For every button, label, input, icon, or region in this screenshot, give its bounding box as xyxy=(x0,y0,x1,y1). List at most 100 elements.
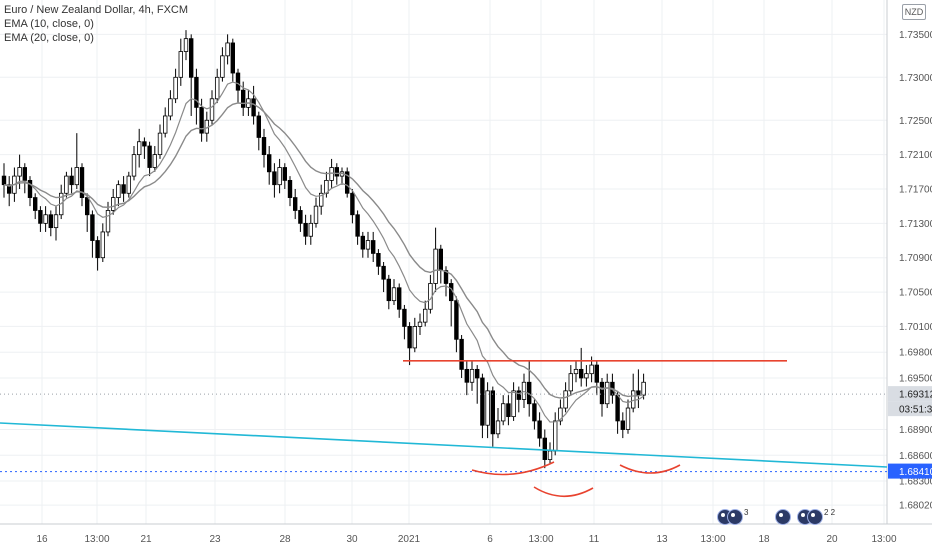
legend-symbol-title[interactable]: Euro / New Zealand Dollar, 4h, FXCM xyxy=(4,4,189,16)
candle-body xyxy=(240,89,246,108)
candle-body xyxy=(178,51,183,78)
candle-body xyxy=(105,210,111,233)
candle-body xyxy=(381,265,386,280)
legend-ema-10[interactable]: EMA (10, close, 0) xyxy=(4,18,94,30)
candle-body xyxy=(422,308,428,323)
candle-body xyxy=(173,76,178,100)
candle-body xyxy=(298,210,303,224)
candle-body xyxy=(188,38,194,78)
candle-body xyxy=(85,197,90,216)
y-tick-label: 1.68900 xyxy=(899,425,932,436)
candle-body xyxy=(344,171,350,194)
y-tick-label: 1.70900 xyxy=(899,253,932,264)
candle-body xyxy=(168,98,173,117)
candle-body xyxy=(495,420,501,435)
x-tick-label: 21 xyxy=(140,534,152,545)
candle-body xyxy=(386,278,391,302)
candle-body xyxy=(22,167,27,181)
candle-body xyxy=(329,167,334,181)
y-tick-label: 1.73500 xyxy=(899,30,932,41)
candle-body xyxy=(209,98,215,121)
candle-body xyxy=(553,420,558,452)
candle-body xyxy=(79,167,85,198)
y-tick-label: 1.70100 xyxy=(899,322,932,333)
candle-body xyxy=(318,192,324,207)
events-indicator-2[interactable]: 2 2 xyxy=(775,508,835,526)
x-tick-label: 16 xyxy=(36,534,48,545)
candle-body xyxy=(573,368,579,375)
candle-body xyxy=(402,308,407,327)
legend-ema-20[interactable]: EMA (20, close, 0) xyxy=(4,32,94,44)
y-tick-label: 1.73000 xyxy=(899,73,932,84)
candle-body xyxy=(64,175,69,194)
candle-body xyxy=(162,115,168,134)
y-tick-label: 1.72500 xyxy=(899,116,932,127)
x-tick-label: 28 xyxy=(279,534,291,545)
candle-body xyxy=(116,184,121,198)
candle-body xyxy=(95,240,100,259)
candle-body xyxy=(266,154,272,173)
candle-body xyxy=(7,184,12,194)
x-tick-label: 20 xyxy=(826,534,838,545)
candle-body xyxy=(183,38,189,52)
candle-body xyxy=(277,167,282,186)
candle-body xyxy=(579,368,584,379)
candle-body xyxy=(251,98,256,117)
candle-body xyxy=(547,450,553,460)
candle-body xyxy=(43,214,48,224)
left-shoulder-arc xyxy=(471,461,555,476)
candle-body xyxy=(454,300,459,340)
candle-body xyxy=(308,222,313,237)
chart-legend: Euro / New Zealand Dollar, 4h, FXCM EMA … xyxy=(4,3,188,45)
candle-body xyxy=(230,42,235,74)
candle-body xyxy=(438,248,443,271)
candle-body xyxy=(584,373,589,379)
candle-body xyxy=(334,167,339,177)
y-tick-label: 1.69500 xyxy=(899,373,932,384)
candle-body xyxy=(615,394,620,422)
x-tick-label: 13:00 xyxy=(700,534,725,545)
candle-body xyxy=(599,381,605,405)
support-price-tag xyxy=(888,463,932,479)
candle-body xyxy=(194,76,199,108)
candle-body xyxy=(407,326,412,349)
candle-body xyxy=(90,214,95,241)
candle-body xyxy=(370,240,376,254)
currency-badge[interactable]: NZD xyxy=(902,4,926,20)
event-count: 3 xyxy=(744,508,749,517)
candle-body xyxy=(443,270,449,284)
candle-body xyxy=(412,326,417,349)
candle-body xyxy=(589,364,594,375)
candle-body xyxy=(131,154,137,177)
candle-body xyxy=(636,390,641,396)
x-tick-label: 6 xyxy=(487,534,493,545)
candle-body xyxy=(532,403,537,422)
event-face-icon xyxy=(775,508,791,525)
candle-body xyxy=(594,364,599,383)
events-indicator-1[interactable]: 3 xyxy=(717,508,748,526)
y-tick-label: 1.70500 xyxy=(899,288,932,299)
x-tick-label: 13:00 xyxy=(84,534,109,545)
candle-body xyxy=(199,106,204,134)
candle-body xyxy=(1,175,7,186)
candle-body xyxy=(17,167,22,177)
trend-line xyxy=(0,422,888,468)
x-tick-label: 13:00 xyxy=(871,534,896,545)
x-tick-label: 2021 xyxy=(398,534,421,545)
y-tick-label: 1.68600 xyxy=(899,451,932,462)
y-tick-label: 1.68300 xyxy=(899,477,932,488)
candle-body xyxy=(365,240,371,250)
candle-body xyxy=(225,42,230,57)
event-face-icon xyxy=(807,508,823,525)
candle-body xyxy=(100,231,105,259)
candle-body xyxy=(469,368,475,383)
candle-body xyxy=(396,287,402,310)
candle-body xyxy=(620,420,625,430)
candle-body xyxy=(391,287,397,302)
candle-body xyxy=(121,184,126,194)
candle-body xyxy=(464,368,469,383)
candle-body xyxy=(563,390,568,409)
candle-body xyxy=(313,205,319,224)
candle-body xyxy=(511,390,516,418)
